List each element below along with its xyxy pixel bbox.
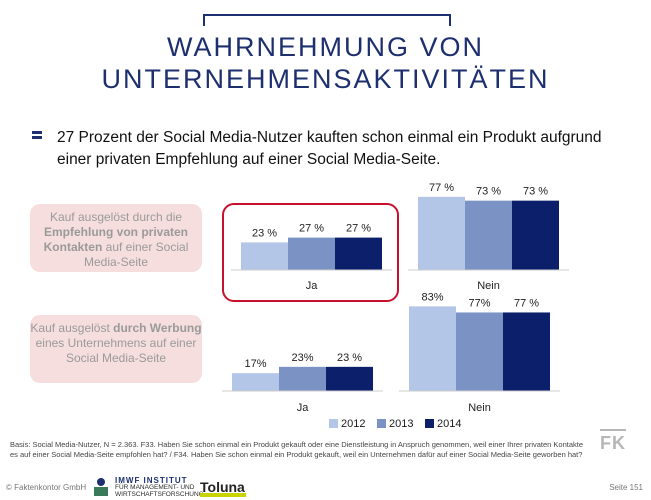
- data-label-2-nein-2014: 77 %: [514, 297, 539, 309]
- data-label-2-nein-2013: 77%: [468, 297, 490, 309]
- legend-swatch-2013: [377, 419, 386, 428]
- label-box1-post: auf einer Social Media-Seite: [83, 240, 189, 269]
- category-label-2-nein: Nein: [468, 402, 491, 414]
- legend-swatch-2012: [329, 419, 338, 428]
- label-box2-post: eines Unternehmens auf einer Social Medi…: [35, 336, 197, 365]
- title-area: WAHRNEHMUNG VON UNTERNEHMENSAKTIVITÄTEN: [0, 0, 651, 110]
- imwf-logo-icon: [94, 478, 108, 496]
- title-frame: [203, 14, 451, 26]
- label-box1-bold: Empfehlung von privaten Kontakten: [43, 225, 188, 254]
- chart-1: 23 % 27 % 27 % Ja 77 % 73 % 73 % Nein: [231, 182, 569, 292]
- bar-2-nein-2014: [503, 312, 550, 391]
- label-box2-bold: durch Werbung: [113, 321, 202, 335]
- label-box-advertising: Kauf ausgelöst durch Werbung eines Unter…: [30, 315, 202, 383]
- imwf-name: IMWF INSTITUT: [115, 476, 188, 485]
- bar-2-ja-2014: [326, 366, 373, 391]
- fk-logo: FK: [600, 429, 626, 454]
- legend-label-2014: 2014: [437, 418, 462, 430]
- chart-2: 17% 23% 23 % Ja 83% 77% 77 % Nein: [222, 291, 560, 414]
- bar-1-ja-2013: [288, 237, 335, 270]
- data-label-2-ja-2014: 23 %: [337, 352, 362, 364]
- bar-1-nein-2013: [465, 200, 512, 270]
- footnote: Basis: Social Media-Nutzer, N = 2.363. F…: [10, 440, 584, 459]
- bar-2-ja-2012: [232, 373, 279, 391]
- bullet-icon: [32, 131, 42, 143]
- footer: © Faktenkontor GmbH IMWF INSTITUT FÜR MA…: [0, 476, 651, 500]
- category-label-1-nein: Nein: [477, 280, 500, 292]
- category-label-1-ja: Ja: [306, 280, 319, 292]
- bar-1-ja-2012: [241, 242, 288, 270]
- legend-label-2012: 2012: [341, 418, 366, 430]
- headline: 27 Prozent der Social Media-Nutzer kauft…: [32, 127, 632, 171]
- copyright: © Faktenkontor GmbH: [6, 483, 87, 492]
- data-label-2-ja-2013: 23%: [291, 352, 313, 364]
- category-label-2-ja: Ja: [297, 402, 310, 414]
- toluna-underline: [200, 493, 246, 497]
- legend-swatch-2014: [425, 419, 434, 428]
- page-title-line-1: WAHRNEHMUNG VON: [167, 32, 484, 62]
- bar-2-nein-2012: [409, 306, 456, 391]
- data-label-1-nein-2014: 73 %: [523, 186, 548, 198]
- bar-2-ja-2013: [279, 366, 326, 391]
- legend-item-2014: 2014: [425, 418, 461, 430]
- data-label-1-ja-2012: 23 %: [252, 227, 277, 239]
- data-label-1-nein-2012: 77 %: [429, 182, 454, 194]
- data-label-1-ja-2013: 27 %: [299, 223, 324, 235]
- headline-text: 27 Prozent der Social Media-Nutzer kauft…: [57, 129, 602, 168]
- label-box1-pre: Kauf ausgelöst durch die: [49, 210, 183, 224]
- bar-2-nein-2013: [456, 312, 503, 391]
- toluna-logo: Toluna: [200, 479, 245, 495]
- highlight-frame: [222, 203, 399, 302]
- legend-item-2012: 2012: [329, 418, 365, 430]
- page-title-line-2: UNTERNEHMENSAKTIVITÄTEN: [101, 64, 550, 94]
- label-box2-pre: Kauf ausgelöst: [30, 321, 110, 335]
- data-label-2-ja-2012: 17%: [244, 358, 266, 370]
- data-label-1-nein-2013: 73 %: [476, 186, 501, 198]
- legend-item-2013: 2013: [377, 418, 413, 430]
- imwf-text: IMWF INSTITUT FÜR MANAGEMENT- UND WIRTSC…: [115, 476, 204, 499]
- page-number: Seite 151: [609, 483, 643, 492]
- data-label-2-nein-2012: 83%: [421, 291, 443, 303]
- imwf-sub1: FÜR MANAGEMENT- UND: [115, 484, 195, 491]
- label-box-private-recommendation: Kauf ausgelöst durch die Empfehlung von …: [30, 204, 202, 272]
- imwf-sub2: WIRTSCHAFTSFORSCHUNG: [115, 491, 204, 498]
- bar-1-nein-2014: [512, 200, 559, 270]
- data-label-1-ja-2014: 27 %: [346, 223, 371, 235]
- bar-1-nein-2012: [418, 196, 465, 270]
- legend-label-2013: 2013: [389, 418, 414, 430]
- bar-1-ja-2014: [335, 237, 382, 270]
